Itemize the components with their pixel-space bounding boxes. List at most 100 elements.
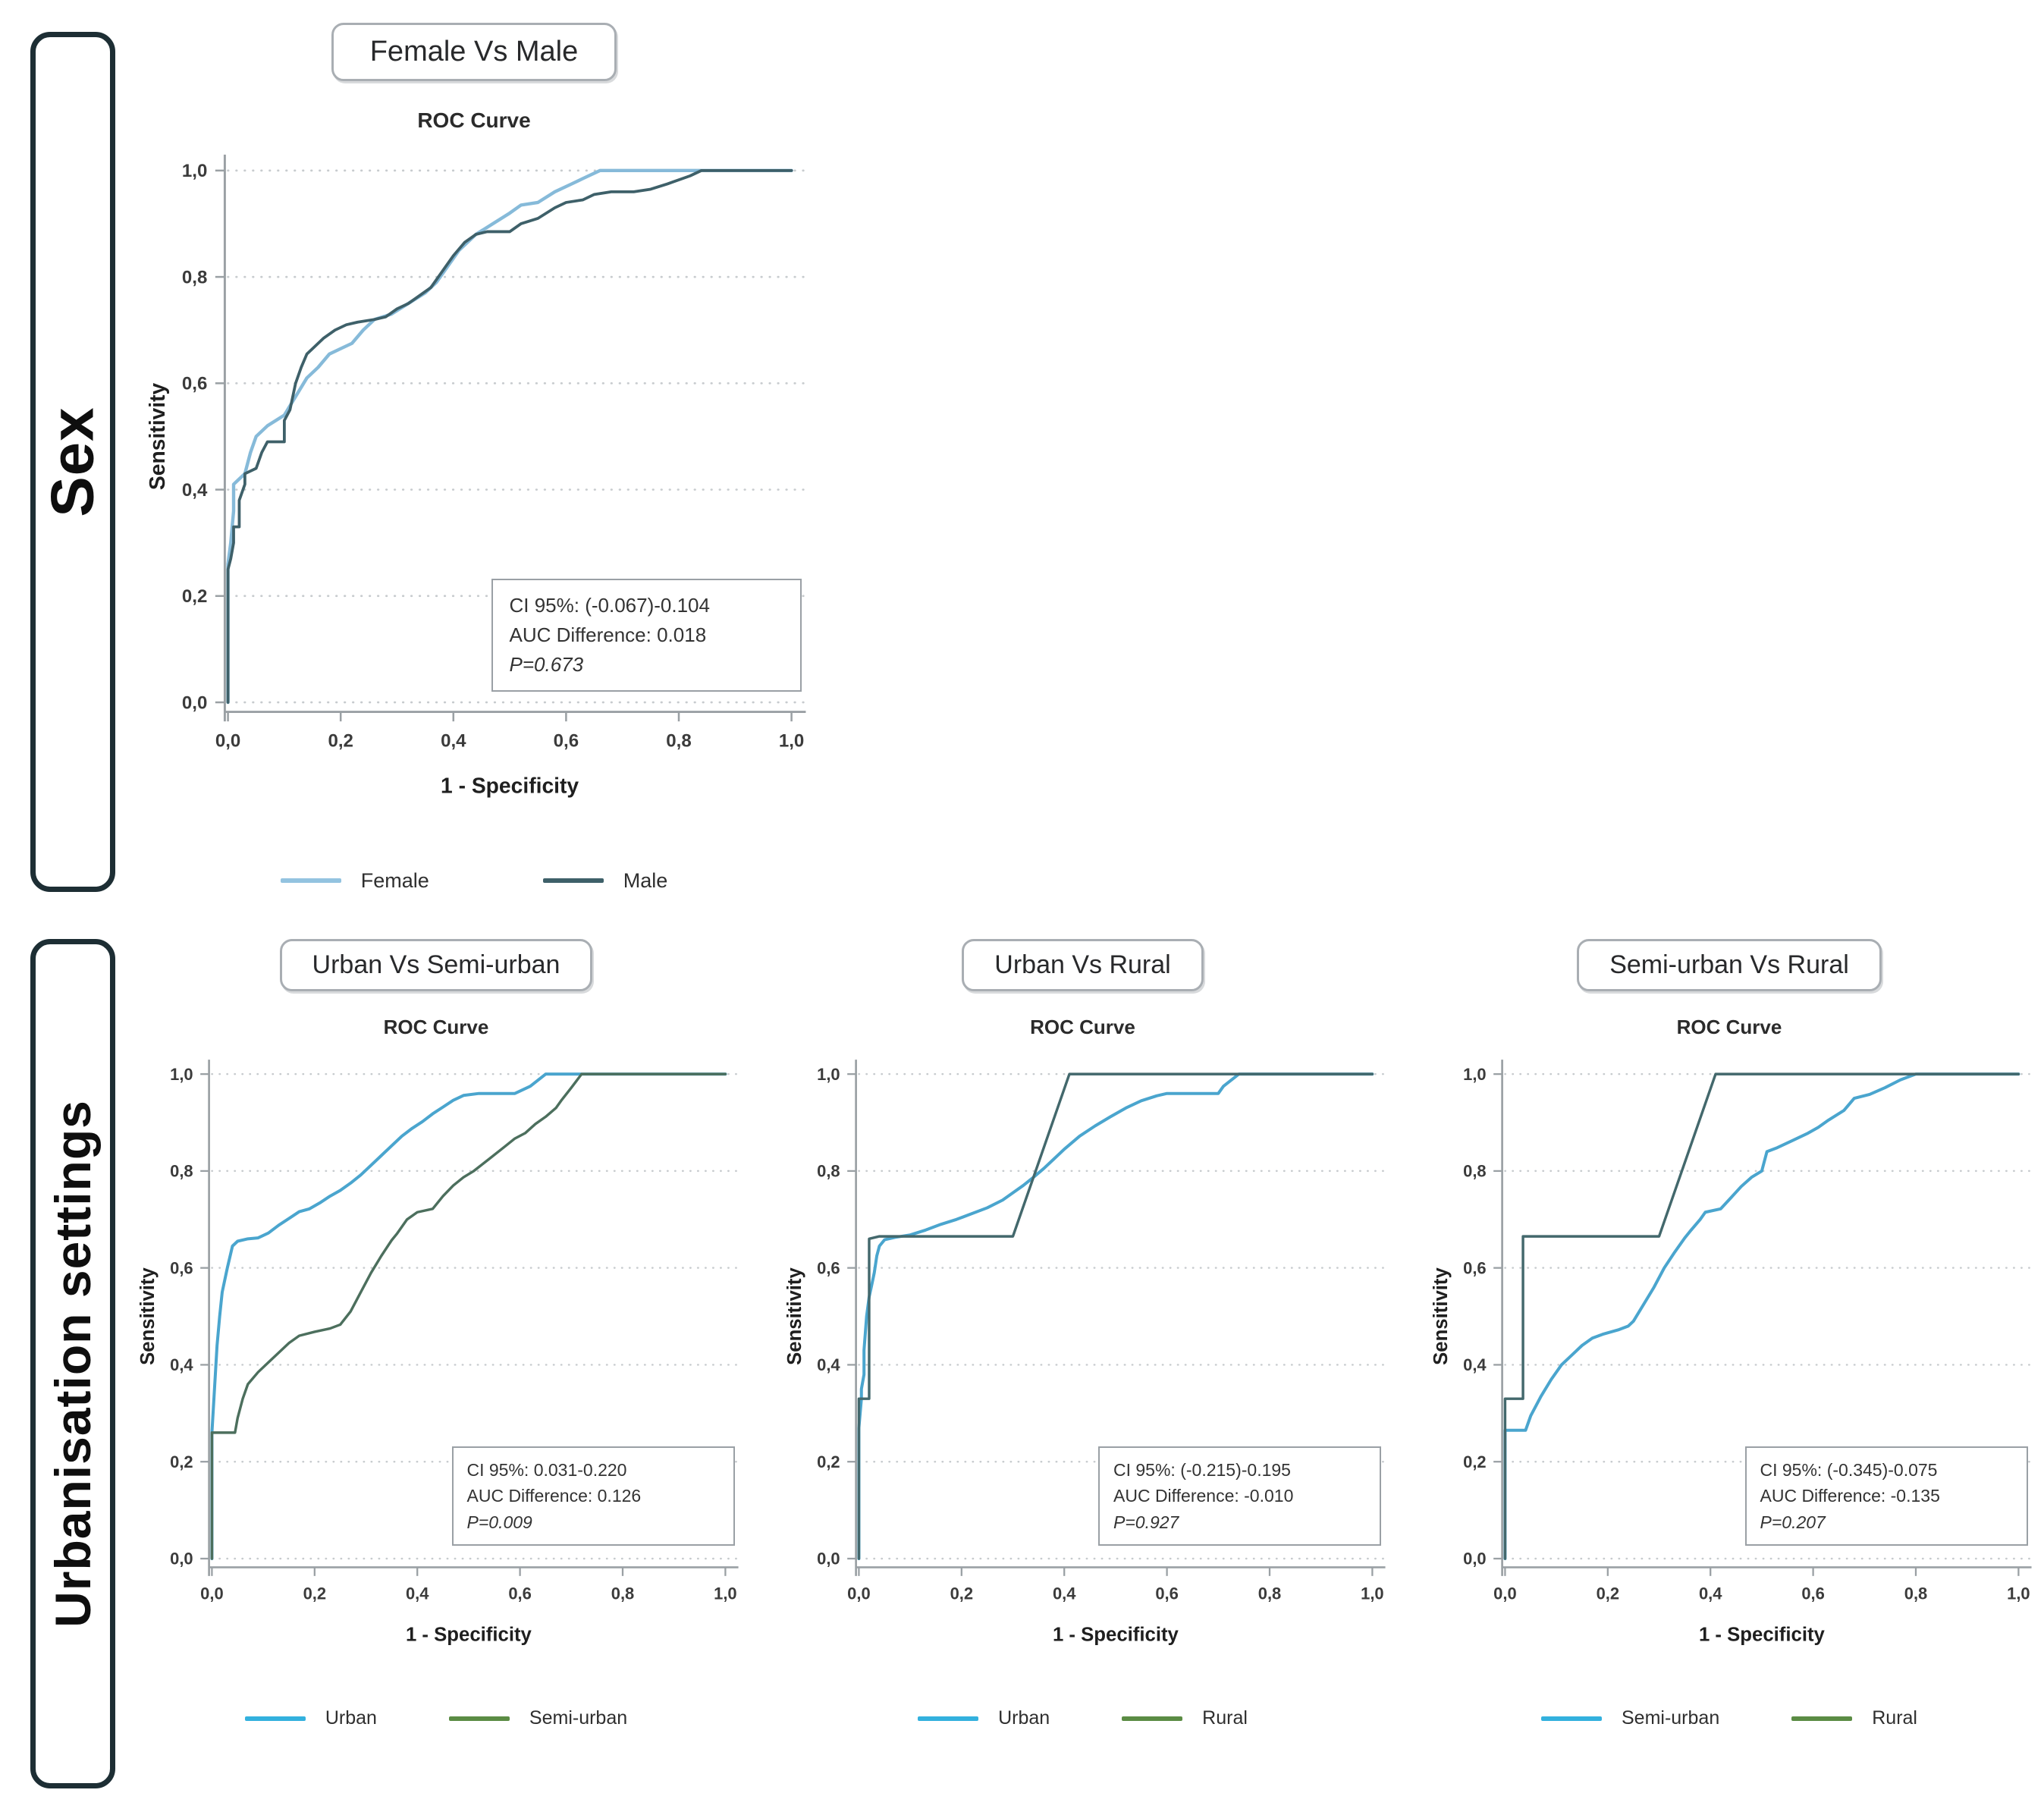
roc-curve-title: ROC Curve [1030, 1016, 1135, 1038]
svg-text:0,2: 0,2 [303, 1584, 326, 1603]
svg-text:0,8: 0,8 [1904, 1584, 1927, 1603]
series-line-swatch [1541, 1716, 1602, 1721]
svg-text:1 - Specificity: 1 - Specificity [406, 1625, 532, 1646]
series-line-swatch [1122, 1716, 1183, 1721]
svg-text:1,0: 1,0 [170, 1065, 193, 1084]
comparison-title-pill: Urban Vs Semi-urban [279, 939, 593, 991]
svg-text:0,6: 0,6 [1155, 1584, 1178, 1603]
svg-text:1 - Specificity: 1 - Specificity [1699, 1625, 1826, 1646]
legend: Urban Semi-urban [244, 1707, 628, 1729]
svg-text:0,2: 0,2 [328, 731, 353, 752]
series-line-swatch [280, 878, 341, 884]
svg-text:Sensitivity: Sensitivity [145, 383, 169, 491]
legend: Semi-urban Rural [1541, 1707, 1917, 1729]
stats-p-value: P=0.673 [509, 653, 584, 677]
roc-plot: 0,0 0,0 0,2 0,2 0,4 0,4 0,6 0,6 0,8 0,8 1,0 1,0 Sens… [133, 139, 815, 837]
stats-p-value: P=0.009 [466, 1512, 532, 1532]
legend-item: Urban [918, 1707, 1050, 1729]
stats-box: CI 95%: (-0.067)-0.104 AUC Difference: 0… [491, 579, 802, 692]
svg-text:0,2: 0,2 [817, 1452, 840, 1471]
stats-p-value: P=0.207 [1760, 1512, 1826, 1532]
svg-text:0,4: 0,4 [182, 480, 208, 501]
svg-text:1 - Specificity: 1 - Specificity [1052, 1625, 1179, 1646]
legend-label: Female [360, 868, 429, 892]
legend-label: Semi-urban [529, 1707, 628, 1729]
comparison-title-pill: Semi-urban Vs Rural [1577, 939, 1882, 991]
comparison-title-pill: Female Vs Male [331, 23, 617, 81]
svg-text:1,0: 1,0 [817, 1065, 840, 1084]
svg-text:0,4: 0,4 [170, 1355, 193, 1374]
roc-curve-title: ROC Curve [383, 1016, 489, 1038]
svg-text:1 - Specificity: 1 - Specificity [441, 773, 579, 797]
stats-ci: CI 95%: 0.031-0.220 [466, 1459, 627, 1480]
urbanisation-charts-row: Urban Vs Semi-urban ROC Curve 0,0 0,0 0,2 0… [125, 939, 2040, 1729]
svg-text:0,6: 0,6 [170, 1258, 193, 1277]
legend-label: Urban [998, 1707, 1050, 1729]
series-line-swatch [1791, 1716, 1853, 1721]
stats-auc-difference: AUC Difference: -0.135 [1760, 1486, 1940, 1506]
stats-auc-difference: AUC Difference: 0.018 [509, 623, 707, 647]
legend-label: Semi-urban [1622, 1707, 1720, 1729]
stats-p-value: P=0.927 [1113, 1512, 1179, 1532]
svg-text:0,4: 0,4 [406, 1584, 429, 1603]
svg-text:0,8: 0,8 [1257, 1584, 1280, 1603]
svg-text:0,8: 0,8 [1463, 1162, 1486, 1181]
legend-item: Rural [1791, 1707, 1917, 1729]
svg-text:0,6: 0,6 [508, 1584, 531, 1603]
svg-text:1,0: 1,0 [2007, 1584, 2030, 1603]
roc-plot-svg: 0,0 0,0 0,2 0,2 0,4 0,4 0,6 0,6 0,8 0,8 1,0 1,0 Sens… [784, 1060, 1386, 1646]
legend-item: Female [280, 868, 429, 893]
group-label-urbanisation-settings: Urbanisation settings [45, 1100, 102, 1628]
legend: Urban Rural [918, 1707, 1248, 1729]
group-box-sex: Sex [30, 32, 115, 892]
legend-item: Semi-urban [448, 1707, 628, 1729]
stats-auc-difference: AUC Difference: -0.010 [1113, 1486, 1294, 1506]
roc-plot-svg: 0,0 0,0 0,2 0,2 0,4 0,4 0,6 0,6 0,8 0,8 1,0 1,0 Sens… [137, 1060, 739, 1646]
roc-plot: 0,0 0,0 0,2 0,2 0,4 0,4 0,6 0,6 0,8 0,8 1,0 1,0 Sens… [772, 1045, 1394, 1682]
svg-text:0,4: 0,4 [1463, 1355, 1487, 1374]
roc-chart-urban-vs-rural: Urban Vs Rural ROC Curve 0,0 0,0 0,2 0,2 0,4… [772, 939, 1394, 1729]
svg-text:0,8: 0,8 [170, 1162, 193, 1181]
svg-text:0,2: 0,2 [182, 586, 207, 607]
svg-text:0,6: 0,6 [182, 374, 207, 394]
svg-text:0,4: 0,4 [817, 1355, 840, 1374]
roc-chart-urban-vs-semi-urban: Urban Vs Semi-urban ROC Curve 0,0 0,0 0,2 0… [125, 939, 747, 1729]
svg-text:0,6: 0,6 [817, 1258, 840, 1277]
svg-text:0,0: 0,0 [215, 731, 240, 752]
svg-text:0,8: 0,8 [611, 1584, 634, 1603]
svg-text:0,6: 0,6 [1801, 1584, 1824, 1603]
svg-text:0,0: 0,0 [847, 1584, 870, 1603]
svg-text:0,0: 0,0 [1493, 1584, 1516, 1603]
svg-text:1,0: 1,0 [1463, 1065, 1486, 1084]
series-line-swatch [448, 1716, 510, 1721]
legend-item: Rural [1122, 1707, 1248, 1729]
svg-text:0,2: 0,2 [1597, 1584, 1619, 1603]
stats-box: CI 95%: (-0.345)-0.075 AUC Difference: -… [1744, 1446, 2028, 1547]
series-line-swatch [542, 878, 604, 884]
svg-text:0,4: 0,4 [441, 731, 466, 752]
svg-text:1,0: 1,0 [182, 161, 207, 181]
svg-text:0,4: 0,4 [1699, 1584, 1722, 1603]
legend-item: Urban [244, 1707, 377, 1729]
stats-ci: CI 95%: (-0.067)-0.104 [509, 594, 710, 617]
roc-chart-female-vs-male: Female Vs Male ROC Curve 0,0 0,0 0,2 0,2 0,4… [133, 23, 815, 893]
stats-auc-difference: AUC Difference: 0.126 [466, 1486, 642, 1506]
svg-text:0,0: 0,0 [817, 1550, 840, 1568]
svg-text:0,2: 0,2 [170, 1452, 193, 1471]
roc-plot: 0,0 0,0 0,2 0,2 0,4 0,4 0,6 0,6 0,8 0,8 1,0 1,0 Sens… [1418, 1045, 2040, 1682]
roc-plot: 0,0 0,0 0,2 0,2 0,4 0,4 0,6 0,6 0,8 0,8 1,0 1,0 Sens… [125, 1045, 747, 1682]
series-line-swatch [918, 1716, 979, 1721]
legend-label: Urban [325, 1707, 377, 1729]
roc-chart-semi-urban-vs-rural: Semi-urban Vs Rural ROC Curve 0,0 0,0 0,2 0… [1418, 939, 2040, 1729]
legend-label: Rural [1202, 1707, 1248, 1729]
svg-text:Sensitivity: Sensitivity [1430, 1267, 1452, 1365]
stats-ci: CI 95%: (-0.345)-0.075 [1760, 1459, 1938, 1480]
legend-label: Rural [1872, 1707, 1917, 1729]
stats-box: CI 95%: (-0.215)-0.195 AUC Difference: -… [1098, 1446, 1382, 1547]
svg-text:1,0: 1,0 [779, 731, 804, 752]
svg-text:0,8: 0,8 [817, 1162, 840, 1181]
svg-text:0,8: 0,8 [666, 731, 691, 752]
series-line-swatch [244, 1716, 306, 1721]
legend: Female Male [280, 868, 667, 893]
svg-text:Sensitivity: Sensitivity [137, 1267, 159, 1365]
